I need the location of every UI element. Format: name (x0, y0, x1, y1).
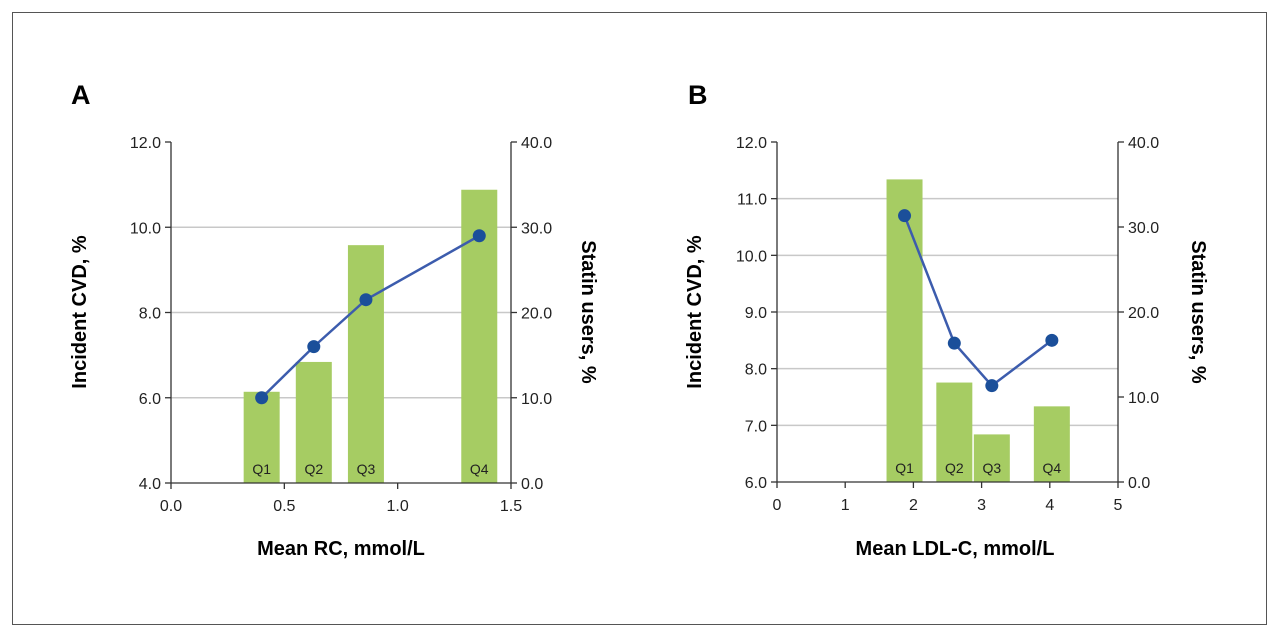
line-point (255, 391, 269, 405)
left-tick-label: 4.0 (139, 476, 161, 493)
bar-q2 (936, 382, 973, 482)
bar-label: Q2 (304, 461, 323, 477)
x-axis-title: Mean RC, mmol/L (257, 538, 425, 560)
x-tick-label: 1.5 (500, 498, 522, 515)
left-tick-label: 10.0 (130, 220, 161, 237)
bar-q1 (886, 179, 923, 482)
left-tick-label: 8.0 (745, 362, 767, 379)
right-tick-label: 40.0 (1128, 135, 1159, 152)
line-point (947, 336, 961, 350)
x-tick-label: 1.0 (387, 498, 409, 515)
bar-label: Q1 (252, 461, 271, 477)
left-tick-label: 7.0 (745, 418, 767, 435)
left-tick-label: 12.0 (736, 135, 767, 152)
left-tick-label: 6.0 (745, 475, 767, 492)
line-point (985, 379, 999, 393)
left-tick-label: 10.0 (736, 248, 767, 265)
left-tick-label: 12.0 (130, 135, 161, 152)
y-axis-title-right: Statin users, % (1187, 240, 1209, 384)
line-point (307, 340, 321, 354)
x-tick-label: 0.5 (273, 498, 295, 515)
x-tick-label: 5 (1114, 497, 1123, 514)
bar-label: Q4 (470, 461, 489, 477)
x-tick-label: 2 (909, 497, 918, 514)
bar-q4 (1033, 406, 1070, 482)
panel-letter: A (71, 80, 91, 110)
bar-q2 (295, 361, 332, 483)
right-tick-label: 0.0 (1128, 475, 1150, 492)
left-tick-label: 6.0 (139, 391, 161, 408)
right-tick-label: 30.0 (521, 220, 552, 237)
bar-label: Q4 (1043, 460, 1062, 476)
line-point (1045, 333, 1059, 347)
bar-q3 (973, 434, 1010, 482)
x-tick-label: 1 (841, 497, 850, 514)
right-tick-label: 10.0 (1128, 390, 1159, 407)
right-tick-label: 10.0 (521, 391, 552, 408)
bar-q3 (347, 245, 384, 483)
panel-letter: B (688, 80, 708, 110)
chart-panel-a: A Q1 Q2 Q3 Q4 4.0 6.0 8.0 10.0 12.0 0.0 10.0 20.0 30.… (69, 80, 599, 560)
x-tick-label: 3 (977, 497, 986, 514)
line-point (472, 229, 486, 243)
line-point (359, 293, 373, 307)
right-tick-label: 30.0 (1128, 220, 1159, 237)
left-tick-label: 11.0 (737, 192, 767, 209)
right-tick-label: 40.0 (521, 135, 552, 152)
x-tick-label: 0 (773, 497, 782, 514)
bar-label: Q1 (895, 460, 914, 476)
bar-q1 (243, 391, 280, 483)
right-tick-label: 0.0 (521, 476, 543, 493)
x-axis-title: Mean LDL-C, mmol/L (856, 538, 1055, 560)
x-tick-label: 4 (1045, 497, 1054, 514)
y-axis-title-left: Incident CVD, % (684, 235, 706, 389)
x-tick-label: 0.0 (160, 498, 182, 515)
series-line (260, 234, 480, 399)
bar-label: Q3 (357, 461, 376, 477)
y-axis-title-right: Statin users, % (577, 240, 599, 384)
bar-label: Q3 (982, 460, 1001, 476)
left-tick-label: 9.0 (745, 305, 767, 322)
bar-label: Q2 (945, 460, 964, 476)
left-tick-label: 8.0 (139, 306, 161, 323)
chart-panel-b: B Q1 Q2 Q3 Q4 6.0 7.0 8.0 9.0 10.0 11.0 12.0 0.0 10.0… (684, 80, 1209, 560)
figure-frame (12, 12, 1267, 625)
line-point (898, 209, 912, 223)
right-tick-label: 20.0 (521, 306, 552, 323)
y-axis-title-left: Incident CVD, % (69, 235, 91, 389)
series-line (903, 215, 1053, 388)
right-tick-label: 20.0 (1128, 305, 1159, 322)
